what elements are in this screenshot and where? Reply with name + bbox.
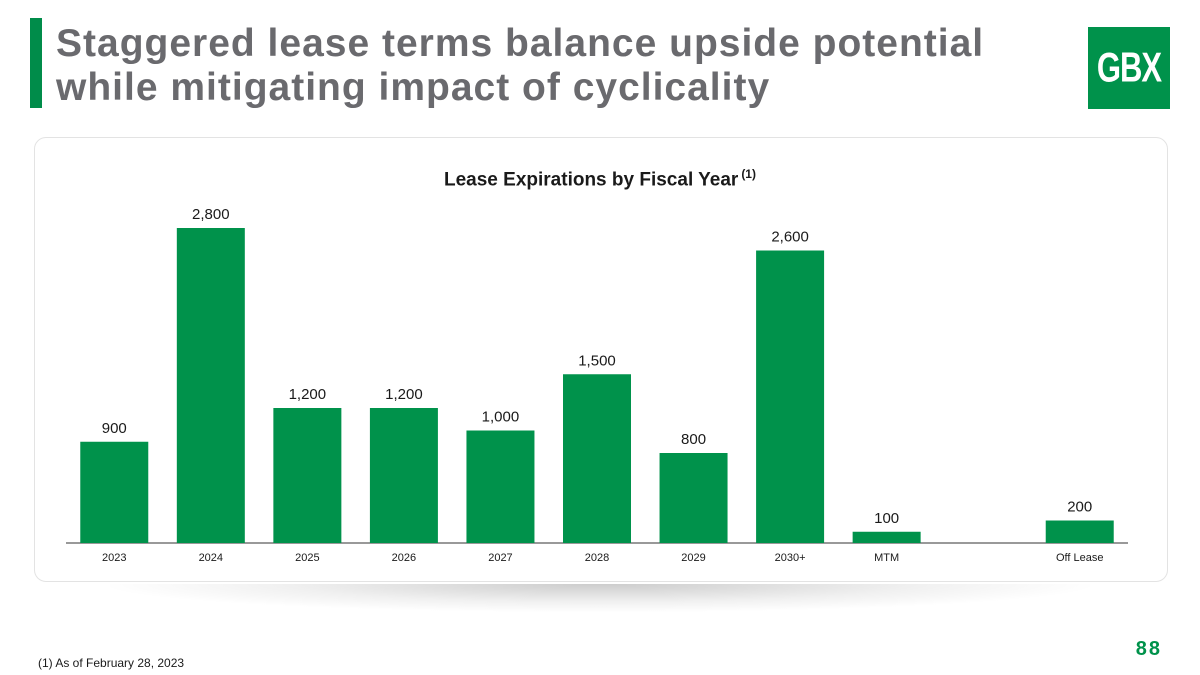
bar-2025 [273,408,342,543]
page-number: 88 [1135,638,1162,660]
bar-2024 [176,228,245,543]
bar-2029 [659,453,728,543]
data-label: 200 [1067,499,1092,516]
x-tick-label: 2029 [681,552,705,564]
x-tick-label: 2030+ [775,552,806,564]
page-title-line-1: Staggered lease terms balance upside pot… [56,22,985,65]
x-tick-label: 2028 [585,552,609,564]
logo-text: GBX [1096,43,1162,91]
data-label: 1,000 [482,409,520,426]
x-tick-label: 2025 [295,552,319,564]
data-label: 1,200 [385,386,423,403]
chart-title: Lease Expirations by Fiscal Year (1) [0,167,1200,191]
x-tick-label: Off Lease [1056,552,1104,564]
page-title: Staggered lease terms balance upside pot… [56,22,1036,110]
x-tick-label: 2027 [488,552,512,564]
bar-off-lease [1045,520,1114,543]
footnote: (1) As of February 28, 2023 [38,656,185,670]
page-title-line-2: while mitigating impact of cyclicality [56,66,771,109]
bar-mtm [852,531,921,543]
x-tick-label: 2024 [199,552,223,564]
data-label: 1,200 [289,386,327,403]
bar-2027 [466,430,535,543]
data-label: 800 [681,431,706,448]
bar-2028 [563,374,631,543]
chart-title-footnote-marker: (1) [741,167,756,181]
x-tick-label: 2023 [102,552,126,564]
data-label: 2,600 [771,229,809,246]
bar-2030- [756,250,825,543]
data-label: 2,800 [192,206,230,223]
x-tick-label: 2026 [392,552,416,564]
x-tick-label: MTM [874,552,899,564]
chart-title-text: Lease Expirations by Fiscal Year [444,169,739,191]
chart-panel-shadow [110,584,1090,612]
bar-2023 [80,441,149,543]
bar-2026 [369,408,438,543]
data-label: 1,500 [578,352,616,369]
gbx-logo: GBX [1088,27,1170,109]
data-label: 100 [874,510,899,527]
title-accent-bar [30,18,42,108]
data-label: 900 [102,420,127,437]
